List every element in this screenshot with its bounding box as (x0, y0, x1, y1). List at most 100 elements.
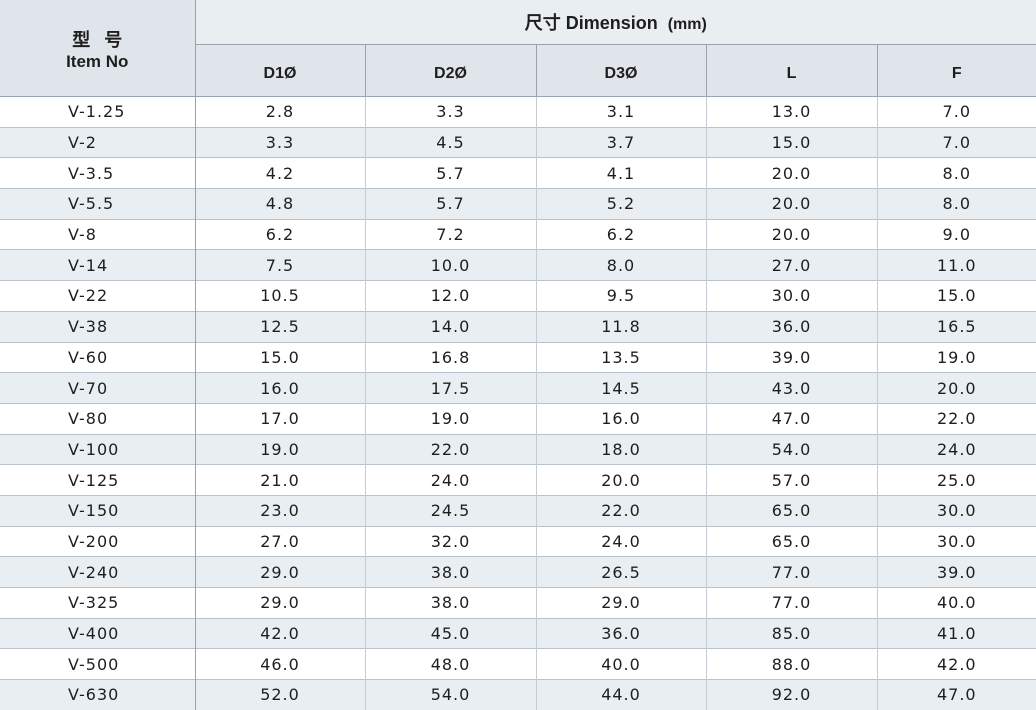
d3-cell: 36.0 (536, 617, 707, 649)
d1-cell: 4.2 (195, 157, 366, 189)
d1-cell: 7.5 (195, 249, 366, 281)
d1-cell: 6.2 (195, 218, 366, 250)
table-row: V-200 27.0 32.0 24.0 65.0 30.0 (0, 525, 1036, 557)
d2-cell: 17.5 (365, 372, 537, 404)
l-cell: 39.0 (706, 341, 878, 373)
table-row: V-325 29.0 38.0 29.0 77.0 40.0 (0, 587, 1036, 619)
d2-cell: 14.0 (365, 310, 537, 342)
l-cell: 43.0 (706, 372, 878, 404)
item-no-cell: V-500 (0, 648, 196, 680)
l-cell: 15.0 (706, 126, 878, 158)
d2-cell: 16.8 (365, 341, 537, 373)
f-cell: 40.0 (877, 587, 1036, 619)
d2-cell: 24.5 (365, 494, 537, 527)
item-no-cell: V-630 (0, 679, 196, 710)
d2-cell: 7.2 (365, 218, 537, 250)
item-no-cell: V-400 (0, 617, 196, 649)
d2-cell: 32.0 (365, 525, 537, 557)
item-no-cell: V-200 (0, 525, 196, 557)
table-row: V-2 3.3 4.5 3.7 15.0 7.0 (0, 126, 1036, 158)
table-row: V-125 21.0 24.0 20.0 57.0 25.0 (0, 464, 1036, 496)
column-header-l: L (706, 44, 878, 97)
l-cell: 20.0 (706, 188, 878, 220)
table-header: 型号 Item No 尺寸 Dimension (mm) D1Ø D2Ø D3Ø … (0, 0, 1036, 97)
item-no-cell: V-150 (0, 494, 196, 527)
d3-cell: 13.5 (536, 341, 707, 373)
l-cell: 36.0 (706, 310, 878, 342)
d1-cell: 16.0 (195, 372, 366, 404)
d1-cell: 3.3 (195, 126, 366, 158)
l-cell: 85.0 (706, 617, 878, 649)
item-no-cell: V-1.25 (0, 96, 196, 128)
table-row: V-80 17.0 19.0 16.0 47.0 22.0 (0, 402, 1036, 435)
dimension-header: 尺寸 Dimension (mm) (195, 0, 1036, 45)
d3-cell: 22.0 (536, 494, 707, 527)
table-row: V-1.25 2.8 3.3 3.1 13.0 7.0 (0, 96, 1036, 128)
f-cell: 22.0 (877, 402, 1036, 435)
dimension-unit: (mm) (667, 16, 707, 33)
table-row: V-100 19.0 22.0 18.0 54.0 24.0 (0, 433, 1036, 465)
item-no-cell: V-22 (0, 280, 196, 312)
column-header-d3: D3Ø (536, 44, 707, 97)
f-cell: 7.0 (877, 96, 1036, 128)
item-no-header: 型号 Item No (0, 0, 196, 97)
item-no-cell: V-3.5 (0, 157, 196, 189)
f-cell: 8.0 (877, 157, 1036, 189)
table-row: V-400 42.0 45.0 36.0 85.0 41.0 (0, 617, 1036, 649)
table-row: V-150 23.0 24.5 22.0 65.0 30.0 (0, 494, 1036, 527)
d3-cell: 44.0 (536, 679, 707, 710)
table-row: V-38 12.5 14.0 11.8 36.0 16.5 (0, 310, 1036, 342)
f-cell: 16.5 (877, 310, 1036, 342)
d3-cell: 20.0 (536, 464, 707, 496)
d2-cell: 10.0 (365, 249, 537, 281)
d3-cell: 5.2 (536, 188, 707, 220)
d1-cell: 29.0 (195, 587, 366, 619)
d1-cell: 21.0 (195, 464, 366, 496)
d3-cell: 24.0 (536, 525, 707, 557)
column-header-d2: D2Ø (365, 44, 537, 97)
d2-cell: 3.3 (365, 96, 537, 128)
table-row: V-70 16.0 17.5 14.5 43.0 20.0 (0, 372, 1036, 404)
item-no-cell: V-240 (0, 556, 196, 588)
f-cell: 39.0 (877, 556, 1036, 588)
table-row: V-240 29.0 38.0 26.5 77.0 39.0 (0, 556, 1036, 588)
d2-cell: 22.0 (365, 433, 537, 465)
d1-cell: 4.8 (195, 188, 366, 220)
d1-cell: 17.0 (195, 402, 366, 435)
d3-cell: 16.0 (536, 402, 707, 435)
d2-cell: 5.7 (365, 157, 537, 189)
d2-cell: 48.0 (365, 648, 537, 680)
f-cell: 41.0 (877, 617, 1036, 649)
d1-cell: 52.0 (195, 679, 366, 710)
l-cell: 47.0 (706, 402, 878, 435)
f-cell: 30.0 (877, 525, 1036, 557)
l-cell: 77.0 (706, 587, 878, 619)
f-cell: 47.0 (877, 679, 1036, 710)
table-row: V-5.5 4.8 5.7 5.2 20.0 8.0 (0, 188, 1036, 220)
d1-cell: 15.0 (195, 341, 366, 373)
f-cell: 11.0 (877, 249, 1036, 281)
f-cell: 42.0 (877, 648, 1036, 680)
d3-cell: 11.8 (536, 310, 707, 342)
l-cell: 13.0 (706, 96, 878, 128)
table-row: V-22 10.5 12.0 9.5 30.0 15.0 (0, 280, 1036, 312)
d3-cell: 3.7 (536, 126, 707, 158)
item-no-cell: V-5.5 (0, 188, 196, 220)
item-no-cell: V-38 (0, 310, 196, 342)
d3-cell: 26.5 (536, 556, 707, 588)
f-cell: 20.0 (877, 372, 1036, 404)
d2-cell: 24.0 (365, 464, 537, 496)
l-cell: 57.0 (706, 464, 878, 496)
item-no-cell: V-125 (0, 464, 196, 496)
d3-cell: 9.5 (536, 280, 707, 312)
d2-cell: 19.0 (365, 402, 537, 435)
item-no-cell: V-8 (0, 218, 196, 250)
column-header-d1: D1Ø (195, 44, 366, 97)
table-row: V-60 15.0 16.8 13.5 39.0 19.0 (0, 341, 1036, 373)
table-body: V-1.25 2.8 3.3 3.1 13.0 7.0 V-2 3.3 4.5 3.7 15.0 7.… (0, 96, 1036, 710)
table-row: V-14 7.5 10.0 8.0 27.0 11.0 (0, 249, 1036, 281)
l-cell: 65.0 (706, 494, 878, 527)
item-no-header-cn: 型号 (72, 30, 137, 50)
item-no-cell: V-60 (0, 341, 196, 373)
d2-cell: 54.0 (365, 679, 537, 710)
